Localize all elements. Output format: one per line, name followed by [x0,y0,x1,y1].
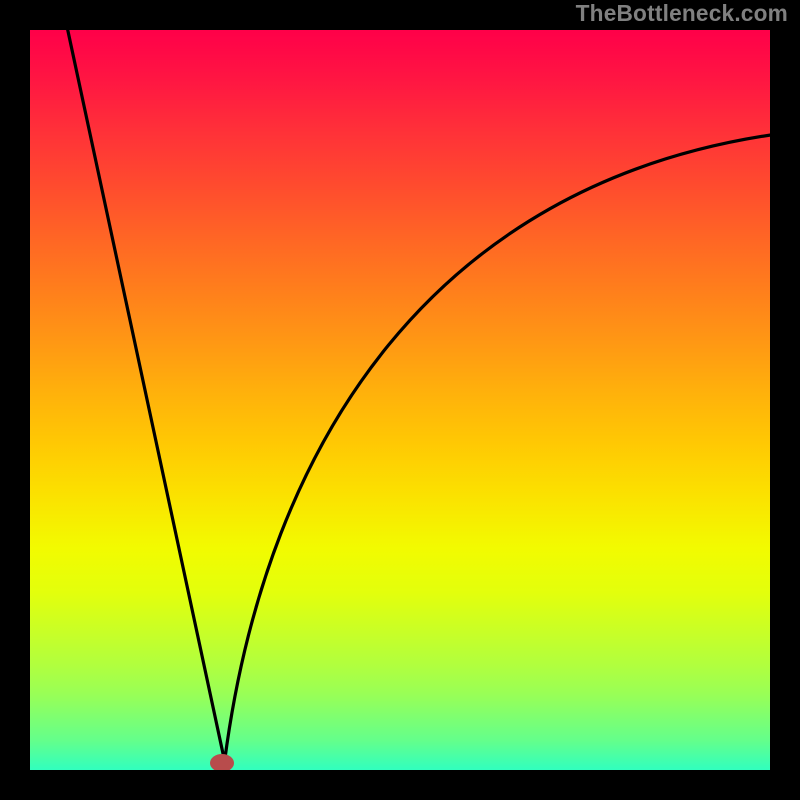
chart-container: TheBottleneck.com [0,0,800,800]
curve-path [68,30,770,761]
watermark-text: TheBottleneck.com [576,0,788,27]
minimum-marker [210,754,234,770]
bottleneck-curve [30,30,770,770]
plot-area [30,30,770,770]
